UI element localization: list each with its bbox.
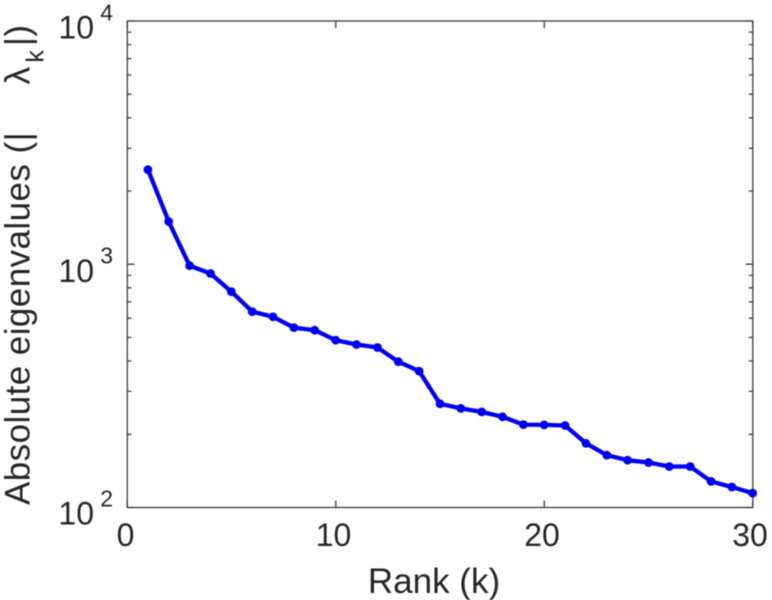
svg-text:10: 10 bbox=[58, 10, 94, 46]
svg-text:20: 20 bbox=[524, 517, 560, 553]
svg-text:Rank (k): Rank (k) bbox=[368, 562, 500, 600]
svg-text:30: 30 bbox=[732, 517, 768, 553]
svg-text:2: 2 bbox=[100, 486, 113, 512]
svg-text:3: 3 bbox=[100, 242, 113, 268]
svg-text:10: 10 bbox=[58, 496, 94, 532]
svg-text:10: 10 bbox=[316, 517, 352, 553]
svg-text:0: 0 bbox=[117, 517, 135, 553]
svg-text:10: 10 bbox=[58, 253, 94, 289]
svg-text:4: 4 bbox=[100, 0, 113, 26]
